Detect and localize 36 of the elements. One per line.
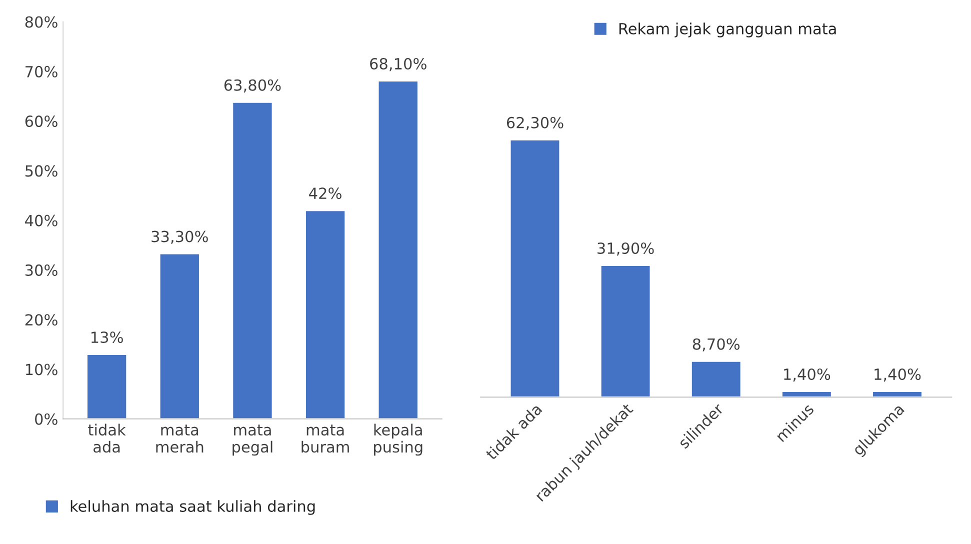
y-tick-label: 50% xyxy=(25,165,58,177)
data-label: 63,80% xyxy=(224,79,281,92)
x-tick-label: mata merah xyxy=(156,424,204,453)
bar xyxy=(158,252,200,419)
y-tick-label: 30% xyxy=(25,264,58,276)
y-tick-label: 20% xyxy=(25,314,58,326)
bar xyxy=(781,390,832,398)
y-tick-label: 60% xyxy=(25,116,58,128)
data-label: 1,40% xyxy=(874,368,921,382)
x-tick-label: tidak ada xyxy=(88,424,126,453)
bar xyxy=(86,354,128,419)
data-label: 1,40% xyxy=(784,368,830,382)
data-label: 42% xyxy=(309,188,342,200)
x-tick-label: kepala pusing xyxy=(374,424,422,456)
bar xyxy=(232,101,274,419)
data-label: 13% xyxy=(92,332,123,344)
legend-label: keluhan mata saat kuliah daring xyxy=(70,500,315,515)
x-tick-label: mata pegal xyxy=(232,424,272,456)
y-tick-label: 70% xyxy=(26,66,58,78)
bar xyxy=(690,360,742,398)
y-tick-label: 40% xyxy=(25,214,58,226)
data-label: 68,10% xyxy=(370,58,426,72)
y-tick-label: 80% xyxy=(25,16,58,28)
data-label: 31,90% xyxy=(598,242,654,256)
bar xyxy=(509,138,561,398)
bar xyxy=(872,390,923,398)
data-label: 33,30% xyxy=(152,230,208,244)
x-tick-label: mata buram xyxy=(302,424,349,453)
legend-label: Rekam jejak gangguan mata xyxy=(619,22,836,38)
bar xyxy=(377,80,419,419)
y-tick-label: 0% xyxy=(35,413,58,425)
data-label: 62,30% xyxy=(506,116,564,130)
data-label: 8,70% xyxy=(692,338,740,352)
bar xyxy=(304,210,346,419)
y-tick-label: 10% xyxy=(26,364,58,376)
bar xyxy=(600,264,652,398)
